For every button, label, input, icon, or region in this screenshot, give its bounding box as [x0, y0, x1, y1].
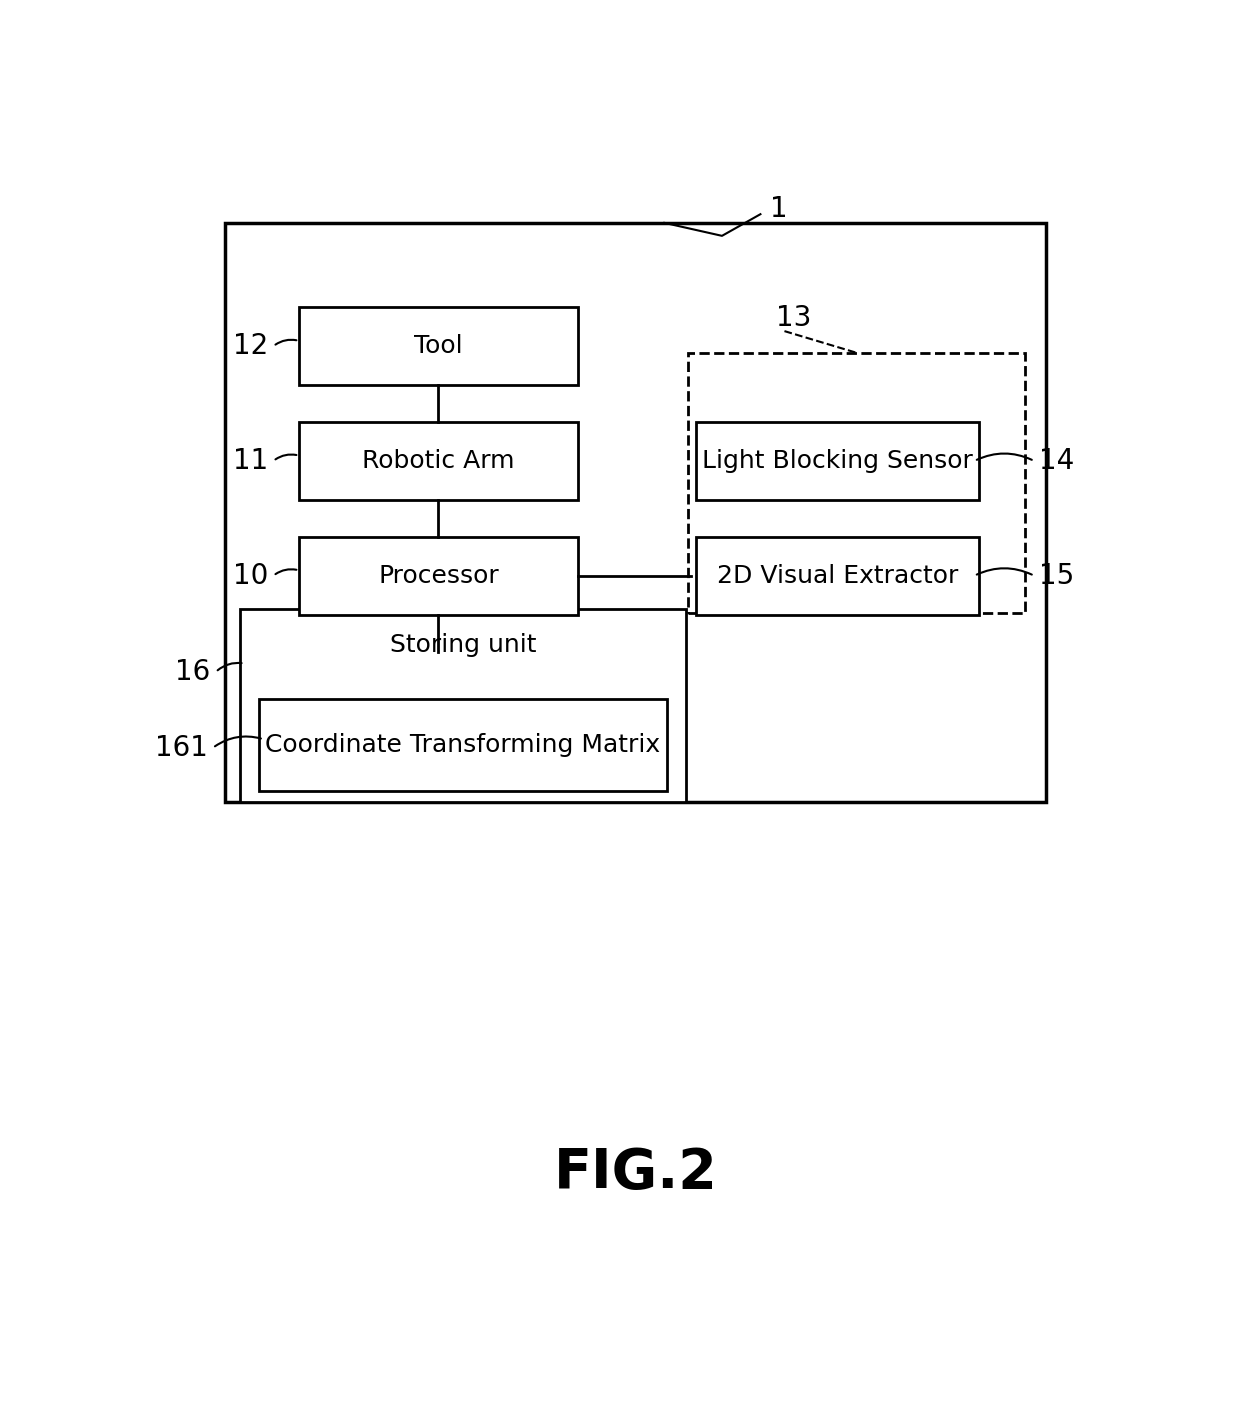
Text: FIG.2: FIG.2 — [553, 1146, 718, 1201]
Bar — [239, 609, 687, 801]
Text: 16: 16 — [176, 658, 211, 686]
Bar — [299, 422, 578, 501]
Text: 13: 13 — [776, 304, 812, 332]
Text: 161: 161 — [155, 734, 208, 762]
Text: Robotic Arm: Robotic Arm — [362, 449, 515, 472]
Text: 10: 10 — [233, 562, 268, 589]
Text: Coordinate Transforming Matrix: Coordinate Transforming Matrix — [265, 733, 661, 758]
Bar — [299, 308, 578, 385]
Text: 14: 14 — [1039, 447, 1074, 475]
Bar — [688, 353, 1024, 613]
Text: Processor: Processor — [378, 564, 498, 588]
Text: 2D Visual Extractor: 2D Visual Extractor — [717, 564, 959, 588]
Text: 11: 11 — [233, 447, 268, 475]
Bar — [696, 537, 980, 614]
Text: Light Blocking Sensor: Light Blocking Sensor — [702, 449, 972, 472]
Bar — [299, 537, 578, 614]
Text: Tool: Tool — [414, 335, 463, 359]
Bar — [696, 422, 980, 501]
Text: 12: 12 — [233, 332, 268, 360]
Text: 1: 1 — [770, 195, 787, 222]
Bar — [226, 224, 1045, 801]
Text: Storing unit: Storing unit — [389, 633, 536, 657]
Text: 15: 15 — [1039, 562, 1074, 589]
Bar — [259, 699, 667, 792]
